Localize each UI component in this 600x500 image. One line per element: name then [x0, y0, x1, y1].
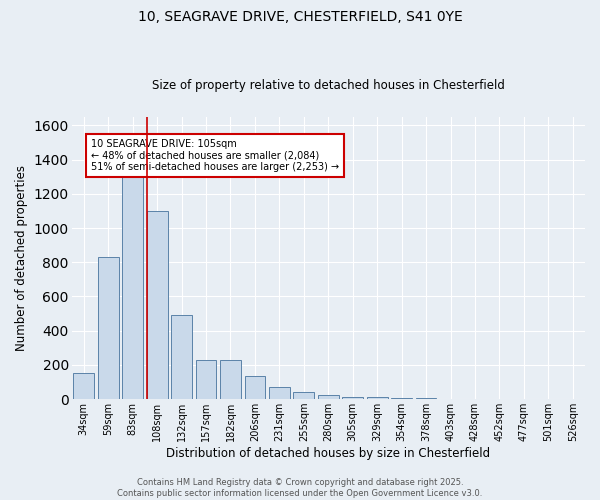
Bar [440, 398, 461, 399]
Bar [269, 387, 290, 399]
X-axis label: Distribution of detached houses by size in Chesterfield: Distribution of detached houses by size … [166, 447, 490, 460]
Text: 10, SEAGRAVE DRIVE, CHESTERFIELD, S41 0YE: 10, SEAGRAVE DRIVE, CHESTERFIELD, S41 0Y… [137, 10, 463, 24]
Bar [220, 360, 241, 399]
Bar [343, 396, 363, 399]
Bar [147, 211, 167, 399]
Bar [73, 374, 94, 399]
Title: Size of property relative to detached houses in Chesterfield: Size of property relative to detached ho… [152, 79, 505, 92]
Bar [122, 175, 143, 399]
Bar [196, 360, 217, 399]
Bar [416, 398, 436, 399]
Bar [293, 392, 314, 399]
Y-axis label: Number of detached properties: Number of detached properties [15, 165, 28, 351]
Text: 10 SEAGRAVE DRIVE: 105sqm
← 48% of detached houses are smaller (2,084)
51% of se: 10 SEAGRAVE DRIVE: 105sqm ← 48% of detac… [91, 139, 339, 172]
Bar [245, 376, 265, 399]
Text: Contains HM Land Registry data © Crown copyright and database right 2025.
Contai: Contains HM Land Registry data © Crown c… [118, 478, 482, 498]
Bar [391, 398, 412, 399]
Bar [98, 257, 119, 399]
Bar [318, 395, 338, 399]
Bar [171, 316, 192, 399]
Bar [367, 397, 388, 399]
